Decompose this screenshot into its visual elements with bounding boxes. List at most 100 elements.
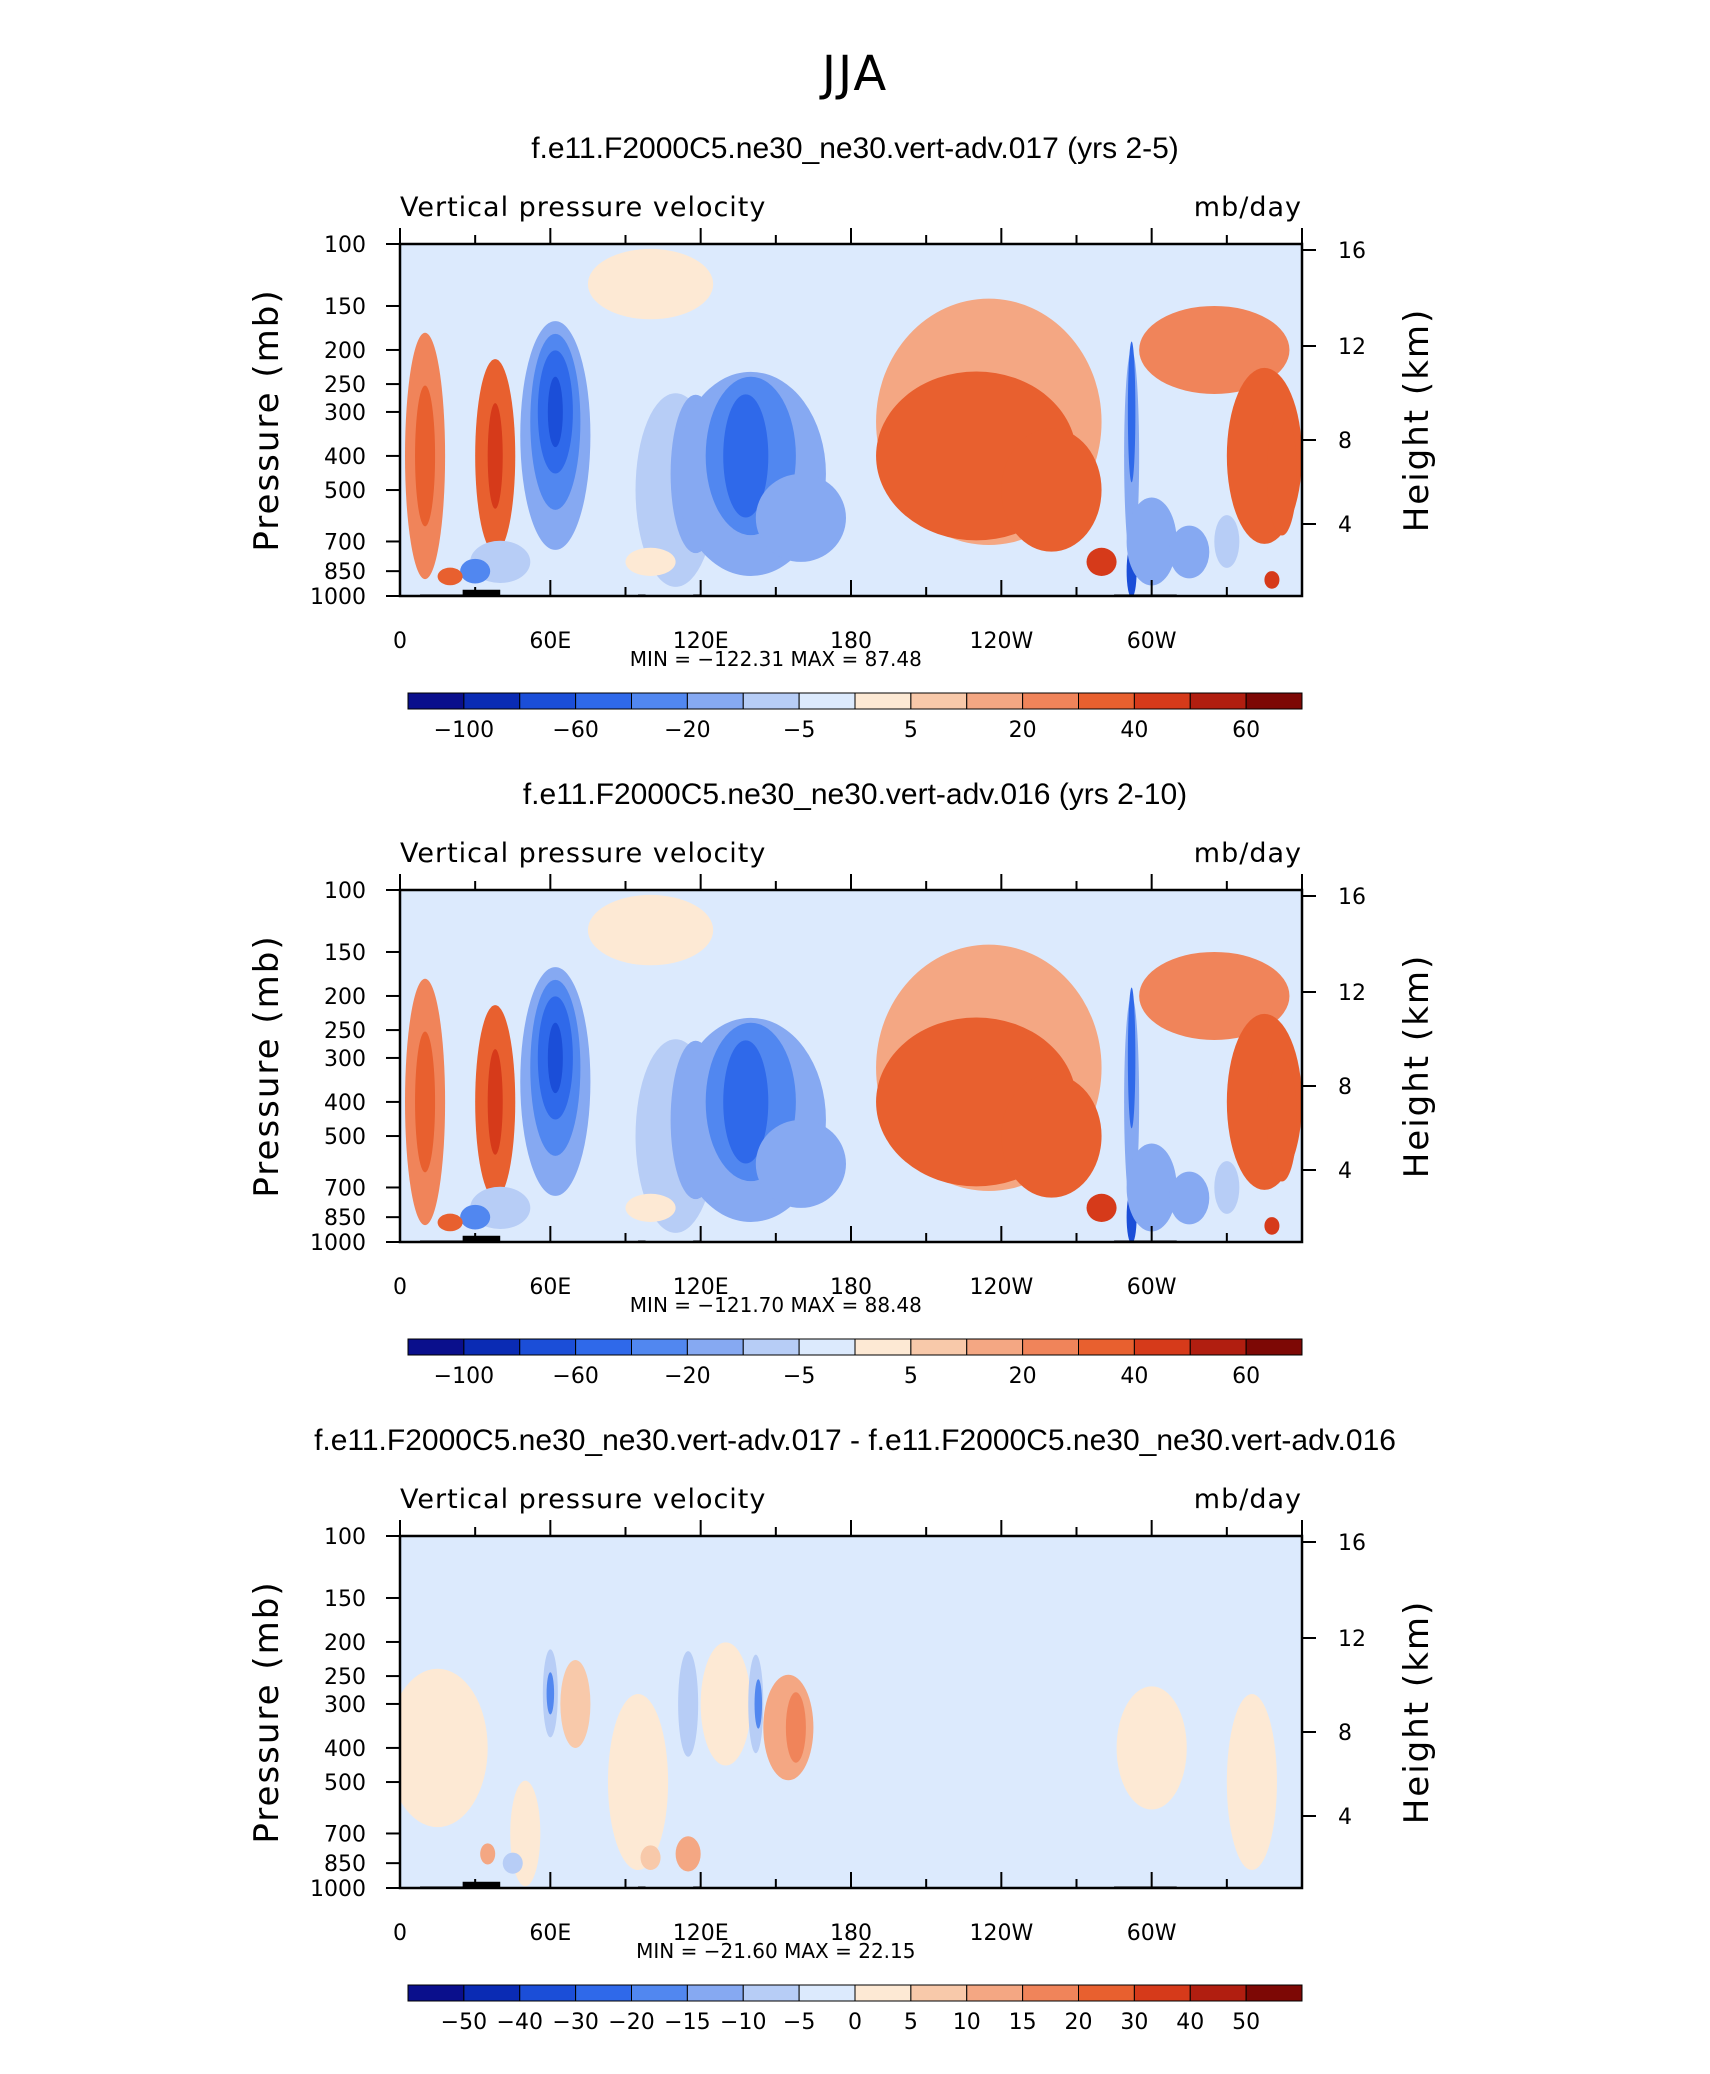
contour-region [502, 1852, 523, 1874]
colorbar-swatch [631, 1984, 688, 2002]
colorbar-label: 0 [848, 2010, 862, 2035]
contour-region [415, 1031, 436, 1173]
contour-region [480, 1843, 496, 1865]
colorbar-swatch [1022, 1338, 1079, 1356]
colorbar-label: −30 [552, 2010, 598, 2035]
x-tick-label: 120W [969, 629, 1033, 654]
colorbar: −100 −60 −20 −5 5 20 40 60 [407, 692, 1303, 743]
y-tick-label: 200 [324, 985, 366, 1010]
y-tick-label: 400 [324, 1091, 366, 1116]
y-tick-label: 300 [324, 1047, 366, 1072]
x-tick-label: 0 [393, 629, 407, 654]
colorbar-swatch [742, 692, 800, 710]
colorbar-label: −20 [664, 718, 710, 743]
contour-region [1169, 1171, 1210, 1225]
contour-region [547, 376, 563, 448]
panel-2-title: f.e11.F2000C5.ne30_ne30.vert-adv.016 (yr… [522, 778, 1188, 811]
contour-region [460, 558, 491, 584]
contour-region [755, 1119, 846, 1208]
y2-tick-label: 4 [1338, 1159, 1352, 1184]
contour-region [1001, 428, 1102, 552]
contour-region [1214, 1161, 1240, 1214]
colorbar-swatch [742, 1984, 800, 2002]
y-tick-label: 100 [324, 233, 366, 258]
y-tick-label: 850 [324, 560, 366, 585]
topography-mask [462, 1881, 501, 1888]
colorbar-swatch [854, 1984, 912, 2002]
y2-tick-label: 12 [1338, 335, 1366, 360]
y2-tick-label: 16 [1338, 239, 1366, 264]
colorbar-swatch [742, 1338, 800, 1356]
colorbar-label: 15 [1009, 2010, 1037, 2035]
chart-panel-1: 0 60E 120E 180 120W 60W 100 150 200 250 300 400 500 7… [247, 192, 1437, 743]
x-tick-label: 120E [673, 1275, 729, 1300]
colorbar-label: −5 [783, 718, 815, 743]
colorbar-label: −5 [783, 2010, 815, 2035]
contour-region [1226, 1694, 1277, 1871]
colorbar-swatch [407, 1984, 465, 2002]
y-tick-label: 700 [324, 1176, 366, 1201]
contour-region [1139, 951, 1290, 1040]
contour-region [1126, 497, 1177, 586]
colorbar-swatch [966, 692, 1024, 710]
colorbar-label: 20 [1065, 2010, 1093, 2035]
colorbar-swatch [463, 1984, 521, 2002]
colorbar-swatch [1022, 692, 1079, 710]
colorbar-swatch [1189, 1984, 1247, 2002]
contour-region [625, 547, 676, 576]
contour-region [1169, 525, 1210, 579]
contour-region [625, 1193, 676, 1222]
y2-tick-label: 16 [1338, 885, 1366, 910]
colorbar-label: −60 [552, 718, 598, 743]
colorbar-swatch [1022, 1984, 1079, 2002]
y-axis-label: Pressure (mb) [247, 934, 287, 1197]
y2-tick-label: 8 [1338, 1721, 1352, 1746]
y-tick-label: 150 [324, 1587, 366, 1612]
units-label: mb/day [1194, 1484, 1302, 1515]
y2-axis-label: Height (km) [1397, 954, 1437, 1179]
y-axis-label: Pressure (mb) [247, 288, 287, 551]
y2-tick-label: 4 [1338, 1805, 1352, 1830]
y-tick-label: 100 [324, 1525, 366, 1550]
contour-region [487, 403, 503, 509]
colorbar-swatch [575, 1984, 632, 2002]
y-tick-label: 200 [324, 339, 366, 364]
colorbar-swatch [910, 1338, 968, 1356]
y-tick-label: 400 [324, 1737, 366, 1762]
y2-tick-label: 12 [1338, 1627, 1366, 1652]
contour-region [1264, 1217, 1280, 1235]
contour-region [723, 394, 769, 518]
colorbar-swatch [407, 692, 465, 710]
colorbar-swatch [631, 1338, 688, 1356]
colorbar-swatch [1133, 1984, 1191, 2002]
contour-region [1001, 1074, 1102, 1198]
contour-field [400, 244, 1302, 596]
contour-region [1264, 571, 1280, 589]
contour-region [437, 567, 463, 586]
y-tick-label: 500 [324, 479, 366, 504]
units-label: mb/day [1194, 192, 1302, 223]
y-tick-label: 850 [324, 1206, 366, 1231]
contour-region [546, 1672, 555, 1715]
chart-panel-3: 0 60E 120E 180 120W 60W1001502002503004005007… [247, 1484, 1437, 2035]
contour-region [560, 1659, 591, 1748]
y-tick-label: 1000 [310, 1877, 366, 1902]
colorbar-swatch [519, 1984, 577, 2002]
colorbar-swatch [966, 1984, 1024, 2002]
colorbar-swatch [854, 1338, 912, 1356]
y2-tick-label: 8 [1338, 1075, 1352, 1100]
x-tick-label: 0 [393, 1921, 407, 1946]
contour-field [400, 890, 1302, 1242]
colorbar-label: 5 [904, 718, 918, 743]
y2-axis-label: Height (km) [1397, 308, 1437, 533]
figure-title: JJA [821, 46, 889, 102]
colorbar-label: 60 [1232, 718, 1260, 743]
colorbar-label: 20 [1009, 718, 1037, 743]
x-tick-label: 60E [529, 1275, 571, 1300]
y-tick-label: 100 [324, 879, 366, 904]
colorbar-swatch [798, 1984, 856, 2002]
colorbar-label: 30 [1120, 2010, 1148, 2035]
contour-region [460, 1204, 491, 1230]
x-tick-label: 60E [529, 629, 571, 654]
